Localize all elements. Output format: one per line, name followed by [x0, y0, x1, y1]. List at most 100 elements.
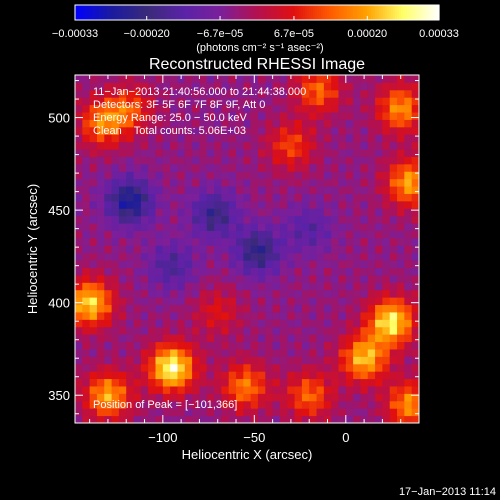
heatmap-cell — [118, 348, 127, 357]
heatmap-cell — [272, 208, 281, 217]
heatmap-cell — [257, 89, 266, 98]
heatmap-cell — [294, 230, 303, 239]
heatmap-cell — [82, 267, 91, 276]
heatmap-cell — [192, 134, 200, 143]
heatmap-cell — [177, 208, 186, 217]
heatmap-cell — [96, 348, 105, 357]
heatmap-cell — [155, 215, 164, 224]
heatmap-cell — [206, 348, 215, 357]
heatmap-cell — [104, 245, 113, 254]
heatmap-cell — [206, 267, 215, 276]
heatmap-cell — [162, 378, 171, 387]
heatmap-cell — [148, 97, 157, 106]
heatmap-cell — [206, 112, 215, 120]
heatmap-cell — [287, 371, 296, 380]
heatmap-cell — [177, 230, 186, 239]
heatmap-cell — [301, 141, 310, 150]
heatmap-cell — [397, 252, 405, 261]
heatmap-cell — [382, 400, 391, 409]
colorbar-swatch — [357, 5, 360, 20]
heatmap-cell — [214, 230, 222, 239]
heatmap-cell — [345, 378, 354, 387]
heatmap-cell — [111, 334, 120, 343]
colorbar-swatch — [391, 5, 394, 20]
heatmap-cell — [382, 75, 391, 83]
heatmap-cell — [389, 356, 398, 365]
heatmap-cell — [236, 163, 244, 172]
heatmap-cell — [148, 230, 157, 239]
heatmap-cell — [323, 230, 332, 239]
heatmap-cell — [272, 245, 281, 254]
heatmap-cell — [404, 75, 413, 83]
heatmap-cell — [192, 156, 200, 165]
heatmap-cell — [170, 215, 178, 224]
heatmap-cell — [162, 112, 171, 120]
heatmap-cell — [367, 163, 376, 172]
chart-title: Reconstructed RHESSI Image — [149, 56, 365, 73]
heatmap-cell — [375, 334, 383, 343]
heatmap-cell — [228, 378, 237, 387]
colorbar-swatch — [155, 5, 158, 20]
heatmap-cell — [411, 223, 420, 231]
heatmap-cell — [265, 82, 274, 91]
heatmap-cell — [236, 237, 244, 246]
heatmap-cell — [82, 171, 91, 180]
heatmap-cell — [301, 215, 310, 224]
heatmap-cell — [170, 356, 178, 365]
heatmap-cell — [118, 356, 127, 365]
heatmap-cell — [345, 415, 354, 424]
heatmap-cell — [199, 371, 208, 380]
heatmap-cell — [404, 371, 413, 380]
heatmap-cell — [228, 393, 237, 402]
heatmap-cell — [126, 385, 135, 394]
heatmap-cell — [96, 319, 105, 328]
heatmap-cell — [75, 119, 83, 128]
colorbar-swatch — [261, 5, 264, 20]
heatmap-cell — [382, 126, 391, 135]
heatmap-cell — [294, 371, 303, 380]
colorbar-swatch — [223, 5, 226, 20]
heatmap-cell — [96, 156, 105, 165]
heatmap-cell — [389, 149, 398, 157]
heatmap-cell — [272, 356, 281, 365]
heatmap-cell — [82, 348, 91, 357]
heatmap-cell — [367, 104, 376, 113]
heatmap-cell — [389, 141, 398, 150]
heatmap-cell — [228, 141, 237, 150]
heatmap-cell — [170, 119, 178, 128]
heatmap-cell — [338, 408, 347, 417]
heatmap-cell — [96, 223, 105, 231]
heatmap-cell — [111, 341, 120, 350]
heatmap-cell — [309, 208, 318, 217]
heatmap-cell — [177, 326, 186, 335]
heatmap-cell — [170, 230, 178, 239]
heatmap-cell — [353, 193, 361, 202]
heatmap-cell — [294, 400, 303, 409]
heatmap-cell — [214, 260, 222, 269]
heatmap-cell — [96, 245, 105, 254]
colorbar-swatch — [203, 5, 206, 20]
heatmap-cell — [89, 237, 98, 246]
colorbar-swatch — [127, 5, 130, 20]
heatmap-cell — [221, 89, 230, 98]
heatmap-cell — [279, 297, 288, 306]
heatmap-cell — [382, 215, 391, 224]
heatmap-cell — [287, 104, 296, 113]
heatmap-cell — [96, 215, 105, 224]
heatmap-cell — [345, 289, 354, 298]
colorbar-swatch — [359, 5, 362, 20]
heatmap-cell — [177, 378, 186, 387]
heatmap-cell — [397, 237, 405, 246]
heatmap-cell — [177, 385, 186, 394]
heatmap-cell — [309, 319, 318, 328]
heatmap-cell — [75, 141, 83, 150]
heatmap-cell — [221, 208, 230, 217]
heatmap-cell — [221, 334, 230, 343]
heatmap-cell — [309, 223, 318, 231]
heatmap-cell — [243, 378, 252, 387]
heatmap-cell — [294, 186, 303, 194]
heatmap-cell — [353, 334, 361, 343]
heatmap-cell — [111, 200, 120, 209]
colorbar-swatch — [431, 5, 434, 20]
heatmap-cell — [162, 304, 171, 313]
